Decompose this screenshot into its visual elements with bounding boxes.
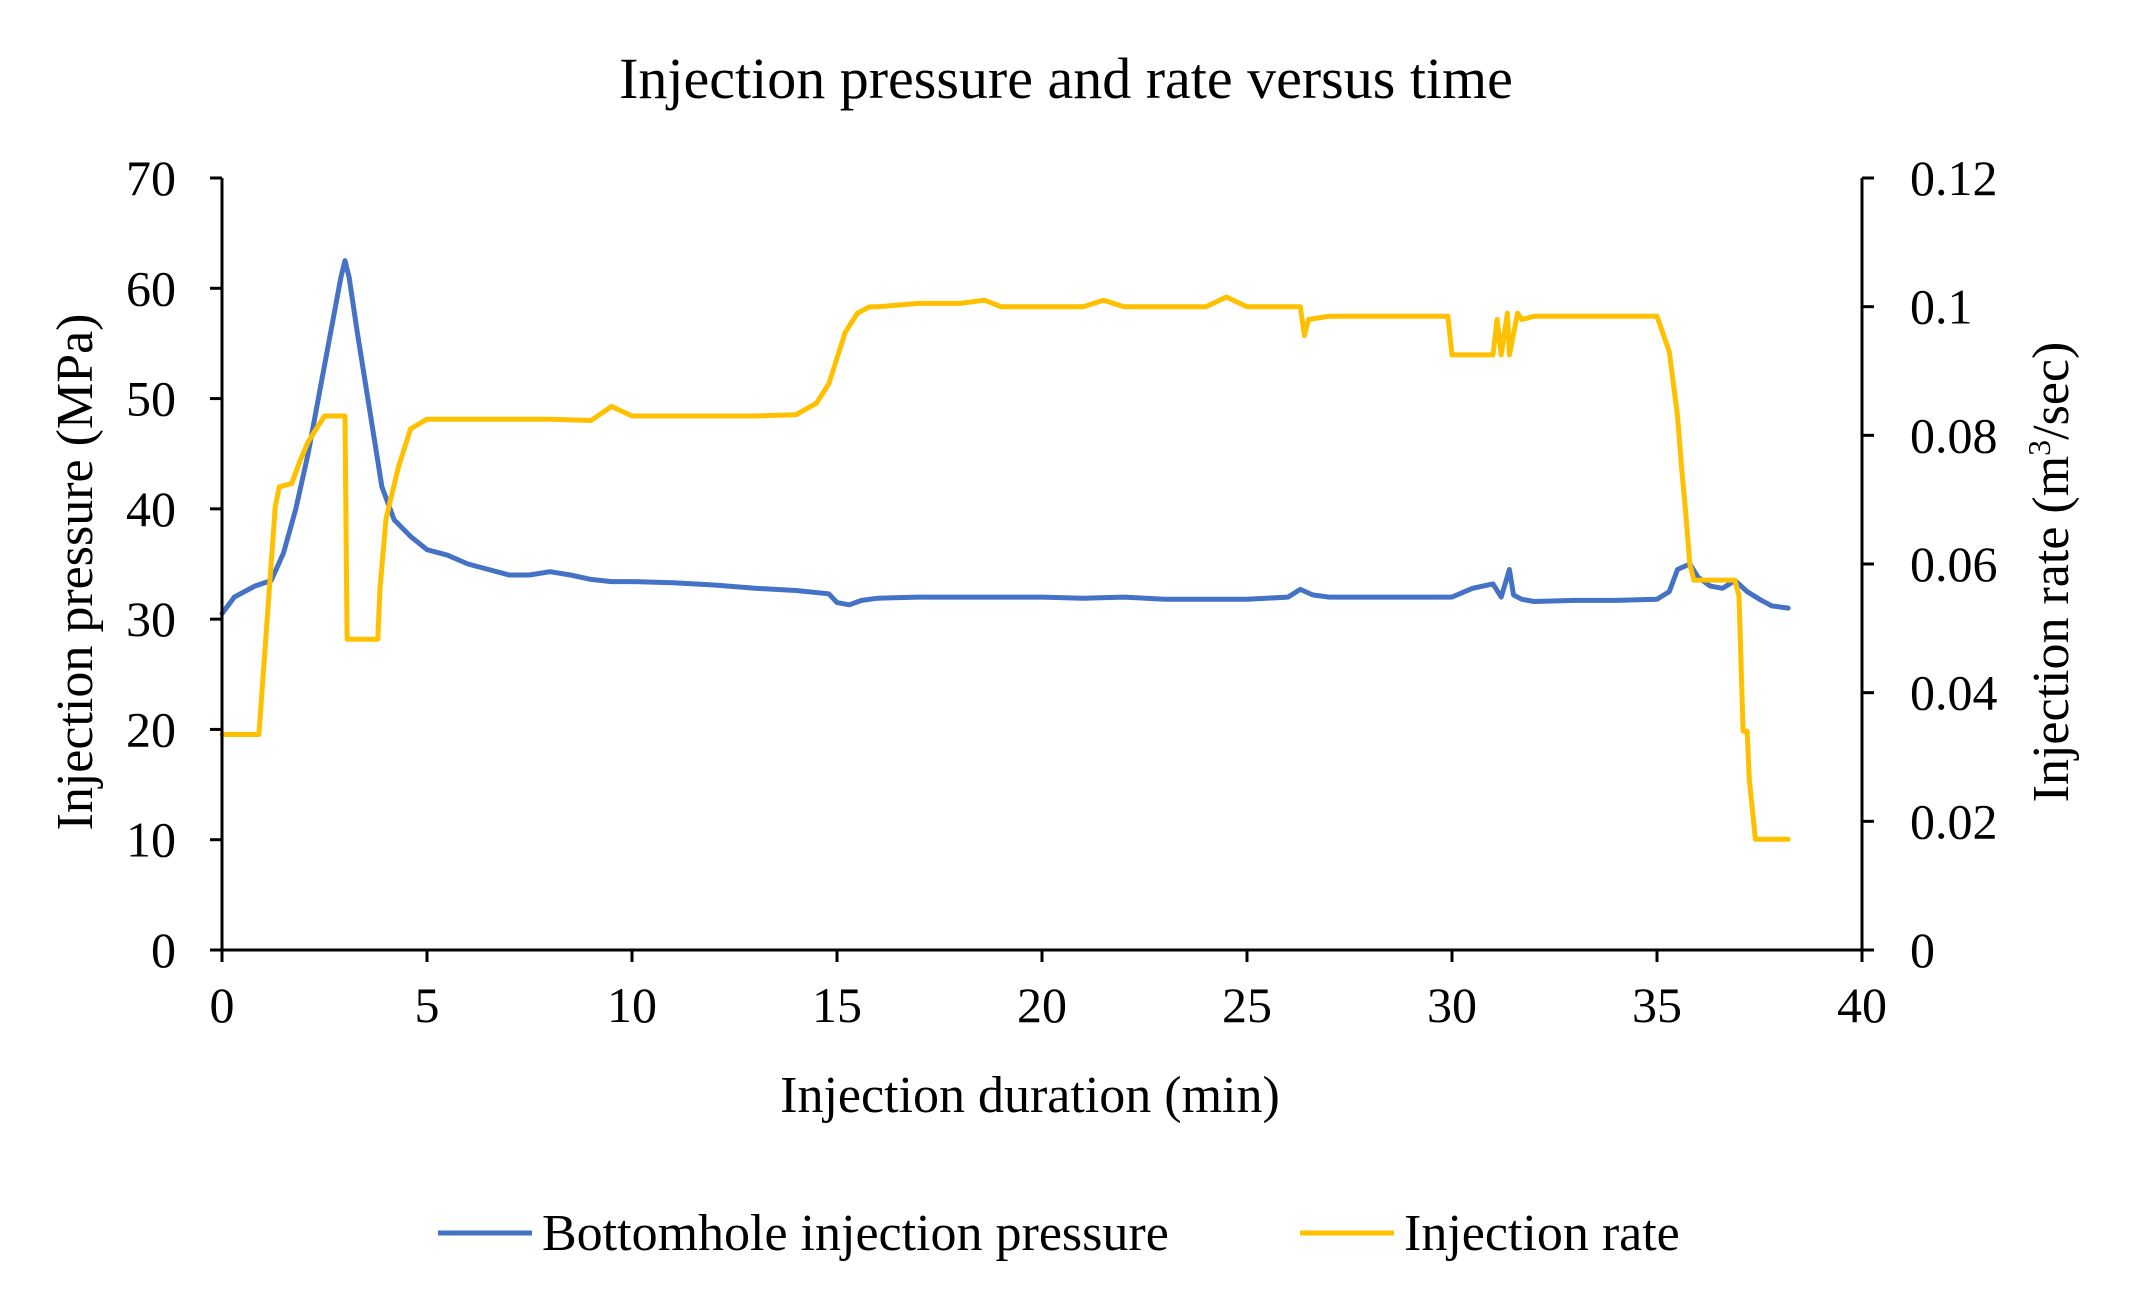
y-right-axis-ticks: 0 0.02 0.04 0.06 0.08 0.1 0.12 bbox=[1862, 150, 1998, 978]
y-left-tick-label: 20 bbox=[126, 701, 176, 757]
y-left-tick-label: 40 bbox=[126, 481, 176, 537]
x-tick-label: 35 bbox=[1632, 977, 1682, 1033]
y-left-tick-label: 70 bbox=[126, 150, 176, 206]
x-tick-label: 40 bbox=[1837, 977, 1887, 1033]
y-left-tick-label: 30 bbox=[126, 591, 176, 647]
y-right-axis-label-prefix: Injection rate (m bbox=[2023, 456, 2080, 803]
x-tick-label: 15 bbox=[812, 977, 862, 1033]
y-left-tick-label: 0 bbox=[151, 922, 176, 978]
y-right-axis-label-suffix: /sec) bbox=[2023, 342, 2080, 440]
x-tick-label: 5 bbox=[415, 977, 440, 1033]
y-right-tick-label: 0.1 bbox=[1910, 279, 1973, 335]
x-tick-label: 10 bbox=[607, 977, 657, 1033]
y-right-tick-label: 0.08 bbox=[1910, 407, 1998, 463]
legend-label-rate: Injection rate bbox=[1404, 1205, 1680, 1262]
y-left-tick-label: 60 bbox=[126, 260, 176, 316]
y-right-axis-label: Injection rate (m3/sec) bbox=[2021, 342, 2080, 803]
x-tick-label: 0 bbox=[210, 977, 235, 1033]
series-layer bbox=[219, 258, 1791, 842]
axes bbox=[220, 178, 1864, 952]
y-right-tick-label: 0.04 bbox=[1910, 665, 1998, 721]
series-bottomhole-pressure-line bbox=[219, 258, 1791, 617]
x-tick-label: 30 bbox=[1427, 977, 1477, 1033]
y-right-tick-label: 0 bbox=[1910, 922, 1935, 978]
series-injection-rate-line bbox=[219, 294, 1791, 842]
y-left-axis-label: Injection pressure (MPa) bbox=[47, 314, 104, 831]
chart-title: Injection pressure and rate versus time bbox=[619, 46, 1513, 111]
y-left-axis-ticks: 0 10 20 30 40 50 60 70 bbox=[126, 150, 222, 978]
x-tick-label: 25 bbox=[1222, 977, 1272, 1033]
y-right-tick-label: 0.02 bbox=[1910, 793, 1998, 849]
x-axis-ticks: 0 5 10 15 20 25 30 35 40 bbox=[210, 950, 1887, 1033]
y-left-tick-label: 10 bbox=[126, 812, 176, 868]
legend-label-pressure: Bottomhole injection pressure bbox=[542, 1205, 1169, 1262]
x-axis-label: Injection duration (min) bbox=[780, 1067, 1280, 1124]
y-left-tick-label: 50 bbox=[126, 371, 176, 427]
y-right-axis-label-superscript: 3 bbox=[2021, 440, 2057, 456]
y-right-tick-label: 0.06 bbox=[1910, 536, 1998, 592]
legend: Bottomhole injection pressure Injection … bbox=[438, 1205, 1680, 1262]
x-tick-label: 20 bbox=[1017, 977, 1067, 1033]
y-right-tick-label: 0.12 bbox=[1910, 150, 1998, 206]
